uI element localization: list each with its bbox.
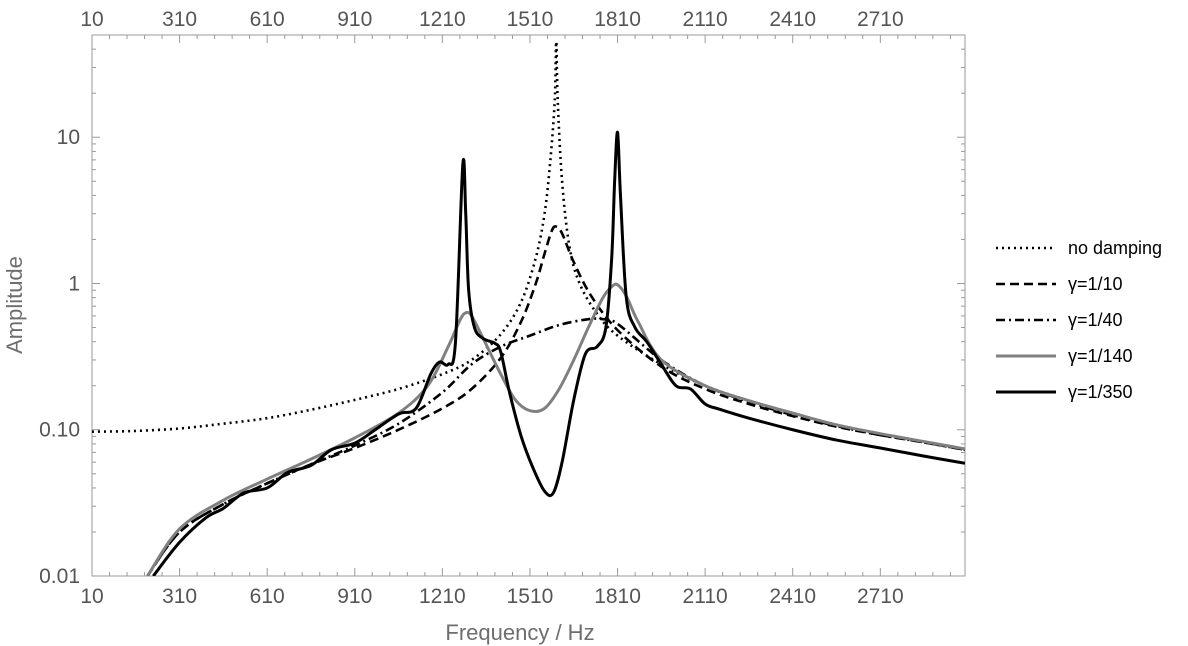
x-axis-title: Frequency / Hz — [445, 620, 594, 645]
x-tick-label-bottom: 1510 — [507, 585, 554, 608]
plot-frame — [91, 34, 966, 577]
legend-label-4: γ=1/350 — [1068, 382, 1133, 402]
legend-label-1: γ=1/10 — [1068, 274, 1123, 294]
x-tick-label-top: 10 — [80, 8, 103, 31]
x-tick-label-bottom: 2110 — [683, 585, 728, 608]
y-tick-label: 0.10 — [39, 419, 80, 442]
x-tick-label-bottom: 10 — [80, 585, 103, 608]
x-tick-label-bottom: 910 — [337, 585, 372, 608]
x-tick-label-top: 1510 — [507, 8, 554, 31]
x-tick-label-top: 1810 — [594, 8, 641, 31]
series-line-3 — [146, 282, 965, 576]
series-line-1 — [146, 225, 965, 576]
legend-label-0: no damping — [1068, 238, 1162, 258]
x-tick-label-top: 2710 — [857, 8, 904, 31]
series-line-2 — [146, 317, 965, 576]
x-tick-label-bottom: 310 — [162, 585, 197, 608]
x-tick-label-top: 610 — [250, 8, 285, 31]
x-tick-label-bottom: 1810 — [594, 585, 641, 608]
x-tick-label-top: 2110 — [683, 8, 728, 31]
legend-label-3: γ=1/140 — [1068, 346, 1133, 366]
y-axis-title: Amplitude — [2, 256, 27, 354]
x-tick-label-bottom: 2710 — [857, 585, 904, 608]
x-tick-label-top: 910 — [337, 8, 372, 31]
y-tick-label: 0.01 — [39, 565, 80, 588]
x-tick-label-bottom: 610 — [250, 585, 285, 608]
series-line-0 — [92, 40, 965, 452]
x-tick-label-top: 310 — [162, 8, 197, 31]
y-tick-label: 1 — [68, 272, 80, 295]
x-tick-label-bottom: 2410 — [769, 585, 816, 608]
series-line-4 — [152, 130, 965, 576]
legend-label-2: γ=1/40 — [1068, 310, 1123, 330]
x-tick-label-bottom: 1210 — [419, 585, 466, 608]
y-tick-label: 10 — [57, 126, 80, 149]
x-tick-label-top: 1210 — [419, 8, 466, 31]
x-tick-label-top: 2410 — [769, 8, 816, 31]
